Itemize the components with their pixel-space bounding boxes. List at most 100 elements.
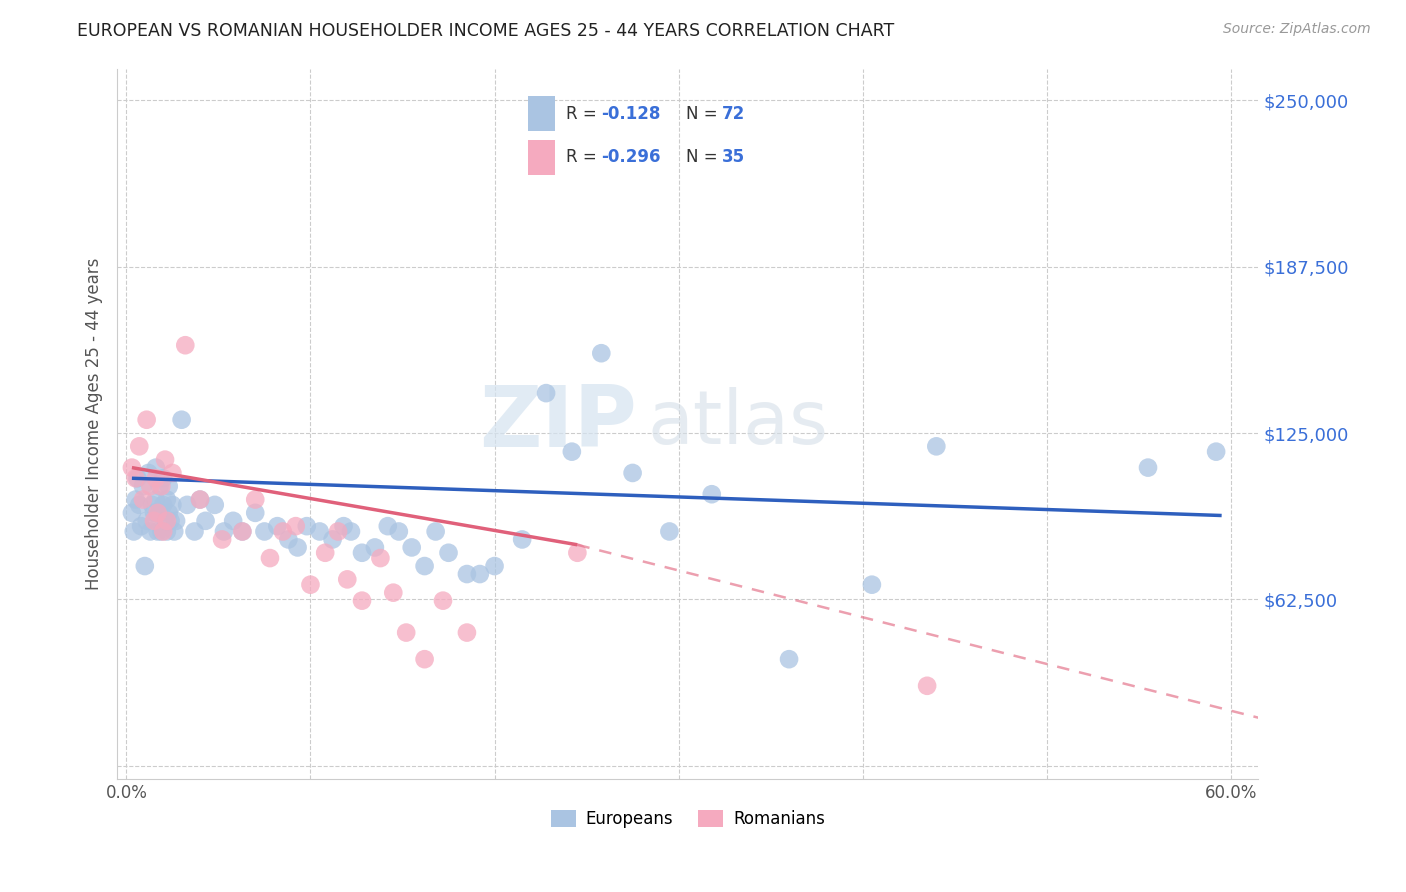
Point <box>188 492 211 507</box>
Point <box>156 524 179 539</box>
Point <box>152 471 174 485</box>
Point <box>322 533 344 547</box>
Point <box>860 577 883 591</box>
Point <box>299 577 322 591</box>
Point <box>1205 444 1227 458</box>
Point <box>194 514 217 528</box>
Point <box>510 533 533 547</box>
Point <box>231 524 253 539</box>
Point <box>591 346 613 360</box>
Point <box>121 506 143 520</box>
Point <box>135 514 157 528</box>
Point <box>534 386 557 401</box>
Point <box>245 506 267 520</box>
Point <box>370 551 392 566</box>
Point <box>308 524 330 539</box>
Point <box>183 524 205 539</box>
Point <box>129 519 152 533</box>
Point <box>778 652 800 666</box>
Point <box>340 524 363 539</box>
Point <box>188 492 211 507</box>
Point <box>139 524 162 539</box>
Text: atlas: atlas <box>648 387 830 460</box>
Point <box>174 338 197 352</box>
Point <box>163 524 186 539</box>
Point <box>284 519 307 533</box>
Point <box>150 524 173 539</box>
Point <box>150 479 173 493</box>
Point <box>143 506 166 520</box>
Point <box>700 487 723 501</box>
Point <box>364 541 387 555</box>
Point <box>314 546 336 560</box>
Point <box>176 498 198 512</box>
Point <box>425 524 447 539</box>
Point <box>156 514 179 528</box>
Point <box>413 652 436 666</box>
Point <box>388 524 411 539</box>
Point <box>401 541 423 555</box>
Point <box>259 551 281 566</box>
Y-axis label: Householder Income Ages 25 - 44 years: Householder Income Ages 25 - 44 years <box>86 258 103 590</box>
Point <box>132 479 155 493</box>
Point <box>925 439 948 453</box>
Point <box>153 514 176 528</box>
Text: Source: ZipAtlas.com: Source: ZipAtlas.com <box>1223 22 1371 37</box>
Point <box>231 524 253 539</box>
Point <box>157 506 180 520</box>
Point <box>139 479 162 493</box>
Point <box>382 585 405 599</box>
Point <box>162 498 184 512</box>
Point <box>204 498 226 512</box>
Point <box>156 492 179 507</box>
Point <box>143 514 166 528</box>
Point <box>567 546 589 560</box>
Point <box>152 524 174 539</box>
Point <box>484 559 506 574</box>
Point <box>148 479 170 493</box>
Point <box>128 498 150 512</box>
Point <box>212 524 235 539</box>
Point <box>132 492 155 507</box>
Point <box>127 471 149 485</box>
Point <box>468 567 491 582</box>
Point <box>336 573 359 587</box>
Point <box>211 533 233 547</box>
Point <box>561 444 583 458</box>
Point <box>350 593 373 607</box>
Point <box>437 546 460 560</box>
Point <box>124 471 146 485</box>
Point <box>222 514 245 528</box>
Point <box>271 524 294 539</box>
Point <box>266 519 288 533</box>
Point <box>121 460 143 475</box>
Point <box>138 466 160 480</box>
Point <box>326 524 349 539</box>
Point <box>332 519 354 533</box>
Point <box>157 479 180 493</box>
Legend: Europeans, Romanians: Europeans, Romanians <box>544 803 832 835</box>
Point <box>135 413 157 427</box>
Point <box>145 492 167 507</box>
Point <box>159 514 181 528</box>
Point <box>245 492 267 507</box>
Point <box>432 593 454 607</box>
Point <box>122 524 145 539</box>
Point <box>456 625 478 640</box>
Point <box>128 439 150 453</box>
Text: ZIP: ZIP <box>478 382 637 466</box>
Point <box>277 533 299 547</box>
Point <box>145 471 167 485</box>
Point <box>377 519 399 533</box>
Point <box>146 524 169 539</box>
Point <box>124 492 146 507</box>
Point <box>413 559 436 574</box>
Point <box>145 460 167 475</box>
Point <box>134 559 156 574</box>
Point <box>152 498 174 512</box>
Point <box>1137 460 1160 475</box>
Point <box>253 524 276 539</box>
Point <box>153 452 176 467</box>
Point <box>456 567 478 582</box>
Point <box>658 524 681 539</box>
